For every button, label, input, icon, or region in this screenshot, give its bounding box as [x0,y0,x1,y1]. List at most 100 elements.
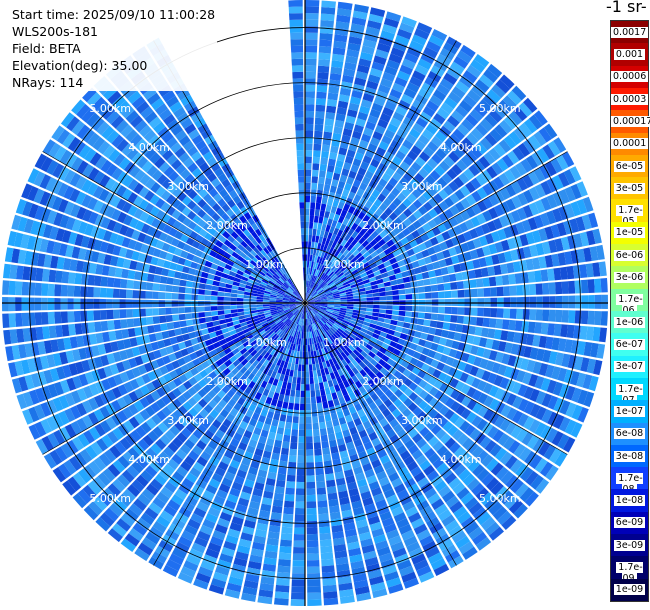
ray-gate [58,463,72,479]
ray-gate [388,450,399,460]
ray-gate [93,171,105,185]
ray-gate [122,394,133,406]
range-ring-label: 1.00km [245,336,287,349]
ray-gate [306,540,319,548]
ray-gate [590,342,599,358]
ray-gate [297,455,305,463]
ray-gate [34,205,45,221]
ray-gate [251,367,259,376]
ray-gate [594,294,602,309]
ray-gate [376,470,387,481]
ray-gate [292,560,305,567]
ray-gate [311,268,315,275]
ray-gate [116,518,131,532]
ray-gate [226,413,236,423]
ray-gate [176,112,190,124]
ray-gate [318,335,323,342]
ray-gate [577,389,588,405]
ray-gate [305,6,319,14]
ray-gate [293,291,299,297]
ray-gate [309,221,314,229]
ray-gate [493,143,506,157]
ray-gate [452,146,465,159]
ray-gate [306,494,316,502]
ray-gate [225,184,235,194]
ray-gate [271,276,278,282]
ray-gate [518,447,532,462]
ray-gate [69,188,81,203]
ray-gate [339,344,346,352]
ray-gate [246,472,257,482]
ray-gate [191,167,202,178]
ray-gate [552,175,564,190]
ray-gate [320,295,327,299]
ray-gate [264,312,271,316]
ray-gate [312,169,319,177]
ray-gate [218,314,226,320]
ray-gate [384,100,397,111]
ray-gate [525,258,534,271]
ray-gate [134,388,145,400]
ray-gate [334,34,348,43]
ray-gate [371,266,380,273]
ray-gate [145,531,160,545]
ray-gate [131,479,145,493]
ray-gate [531,230,542,243]
ray-gate [148,116,162,129]
ray-gate [351,286,359,291]
ray-gate [227,340,235,347]
ray-gate [243,229,251,237]
ray-gate [433,563,450,576]
ray-gate [361,240,370,248]
ray-gate [527,217,538,231]
ray-gate [279,346,285,353]
ray-gate [307,304,314,307]
ray-gate [127,90,142,104]
ray-gate [586,326,594,341]
ray-gate [302,260,305,268]
ray-gate [39,238,49,253]
ray-gate [8,280,16,295]
ray-gate [266,537,279,546]
ray-gate [447,115,460,128]
ray-gate [295,317,299,324]
ray-gate [389,394,398,403]
ray-gate [363,382,371,391]
ray-gate [288,328,293,336]
ray-gate [442,249,451,259]
ray-gate [330,343,337,350]
ray-gate [336,317,344,322]
ray-gate [188,267,197,275]
ray-gate [306,318,309,326]
ray-gate [332,276,339,282]
ray-gate [493,176,505,190]
ray-gate [293,350,297,358]
ray-gate [123,214,133,226]
ray-gate [412,199,423,209]
ray-gate [280,539,292,547]
ray-gate [540,377,551,392]
ray-gate [58,395,70,409]
ray-gate [36,222,47,237]
ray-gate [158,468,171,481]
ray-gate [305,39,318,46]
ray-gate [308,318,312,325]
ray-gate [203,151,214,162]
ray-gate [542,309,550,322]
ray-gate [314,455,323,463]
ray-gate [435,428,447,440]
ray-gate [435,148,447,160]
ray-gate [340,307,347,311]
ray-gate [240,391,249,400]
ray-gate [254,278,262,284]
ray-gate [473,160,486,173]
azimuth-line [42,302,306,455]
ray-gate [199,408,209,419]
ray-gate [231,481,243,491]
ray-gate [417,58,432,70]
ray-gate [65,216,76,231]
ray-gate [335,404,342,413]
ray-gate [212,530,226,541]
ray-gate [170,237,180,247]
ray-gate [378,346,387,354]
